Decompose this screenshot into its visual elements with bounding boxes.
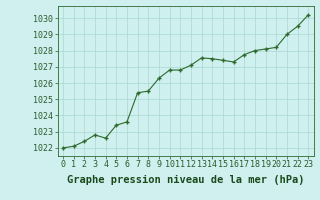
X-axis label: Graphe pression niveau de la mer (hPa): Graphe pression niveau de la mer (hPa) [67, 175, 304, 185]
